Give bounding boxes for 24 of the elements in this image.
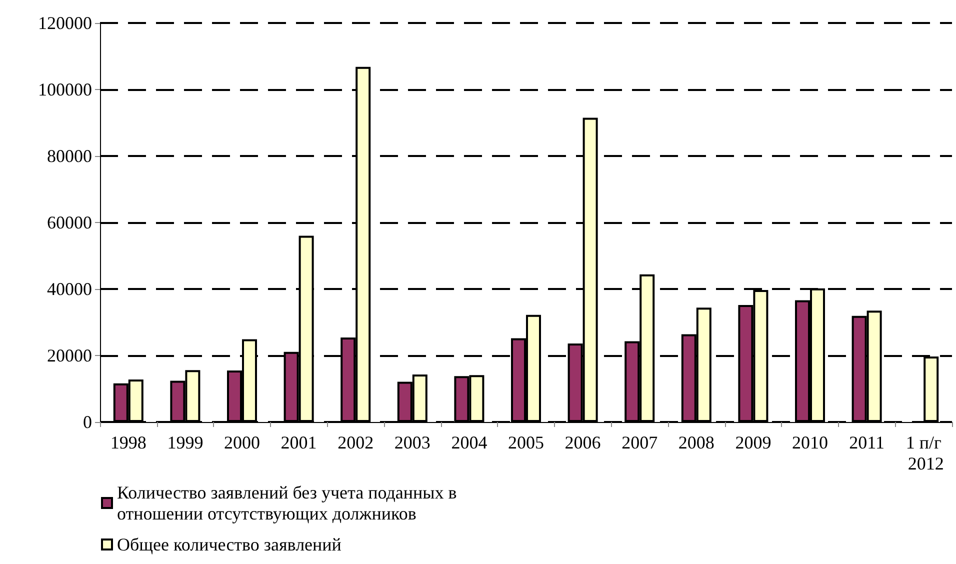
x-tick-label: 2007 [622, 432, 658, 452]
y-tick-label: 60000 [47, 212, 92, 232]
x-tick-label: 2002 [338, 432, 374, 452]
x-tick-label: 2011 [849, 432, 884, 452]
x-tick-label: 2004 [451, 432, 488, 452]
x-tick-label: 1 п/г 2012 [903, 432, 944, 474]
x-tick-label: 2010 [792, 432, 828, 452]
y-tick-label: 40000 [47, 279, 92, 299]
x-tick-label: 2005 [508, 432, 544, 452]
y-tick-label: 20000 [47, 346, 92, 366]
x-tick-label: 2008 [678, 432, 714, 452]
x-tick-label: 1998 [110, 432, 146, 452]
y-tick-label: 100000 [38, 80, 92, 100]
x-tick-label: 2006 [564, 432, 601, 452]
y-tick-label: 80000 [47, 146, 92, 166]
x-tick-label: 2001 [280, 432, 317, 452]
y-tick-label: 120000 [38, 13, 92, 33]
y-tick-label: 0 [83, 412, 92, 432]
legend-label: Общее количество заявлений [117, 534, 342, 554]
x-tick-label: 1999 [167, 432, 204, 452]
legend-label: Количество заявлений без учета поданных в отношении отсутствующих должников [117, 482, 462, 524]
x-tick-label: 2000 [224, 432, 260, 452]
x-tick-label: 2003 [394, 432, 430, 452]
x-tick-label: 2009 [735, 432, 772, 452]
